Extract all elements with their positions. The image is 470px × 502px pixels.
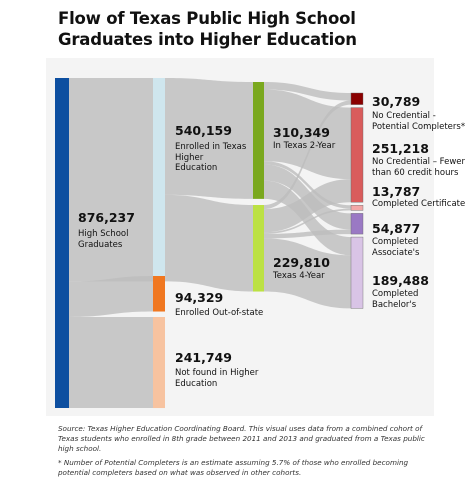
sankey-nodes <box>55 78 364 409</box>
sankey-node-certificate <box>350 205 364 211</box>
node-label-two-year: In Texas 2-Year <box>273 141 336 151</box>
node-value-enrolled-tx: 540,159 <box>175 123 232 138</box>
node-value-associates: 54,877 <box>372 221 421 236</box>
node-label-not-found: Not found in Higher Education <box>175 368 259 389</box>
sankey-node-potential <box>350 92 364 105</box>
footnote-asterisk: * Number of Potential Completers is an e… <box>58 458 409 477</box>
chart-title: Flow of Texas Public High School Graduat… <box>58 9 357 49</box>
node-label-enrolled-tx: Enrolled in Texas Higher Education <box>175 142 247 173</box>
sankey-link-four_year-certificate <box>264 208 351 234</box>
sankey-link-four_year-no_cred <box>264 179 351 233</box>
node-label-bachelors: Completed Bachelor's <box>372 289 419 310</box>
node-label-four-year: Texas 4-Year <box>273 271 325 281</box>
node-label-potential: No Credential - Potential Completers* <box>372 111 466 132</box>
node-value-two-year: 310,349 <box>273 125 330 140</box>
node-label-hs: High School Graduates <box>78 229 129 250</box>
node-value-potential: 30,789 <box>372 94 421 109</box>
sankey-node-no_cred <box>350 107 364 203</box>
node-value-not-found: 241,749 <box>175 350 232 365</box>
node-value-certificate: 13,787 <box>372 184 421 199</box>
node-label-associates: Completed Associate's <box>372 237 420 258</box>
node-label-no-cred: No Credential – Fewer than 60 credit hou… <box>372 157 465 178</box>
sankey-node-enrolled_tx <box>153 78 165 282</box>
sankey-link-two_year-bachelors <box>264 180 351 256</box>
sankey-node-associates <box>350 213 364 235</box>
source-note: Source: Texas Higher Education Coordinat… <box>58 424 425 453</box>
sankey-link-hs-not_found <box>69 316 153 409</box>
sankey-link-four_year-potential <box>264 100 351 210</box>
sankey-link-four_year-bachelors <box>264 238 351 309</box>
sankey-link-hs-enrolled_tx <box>69 78 153 282</box>
node-value-bachelors: 189,488 <box>372 273 429 288</box>
node-label-certificate: Completed Certificate <box>372 199 466 209</box>
sankey-node-hs <box>55 78 69 408</box>
sankey-link-four_year-associates <box>264 229 351 239</box>
node-value-hs: 876,237 <box>78 210 135 225</box>
sankey-node-two_year <box>253 82 264 199</box>
sankey-link-two_year-certificate <box>264 161 351 209</box>
node-value-four-year: 229,810 <box>273 255 330 270</box>
sankey-link-two_year-potential <box>264 82 351 101</box>
sankey-links <box>69 78 351 409</box>
sankey-link-enrolled_tx-four_year <box>165 194 253 292</box>
sankey-node-four_year <box>253 205 264 292</box>
node-value-no-cred: 251,218 <box>372 141 429 156</box>
sankey-link-hs-out_of_state <box>69 276 153 317</box>
node-value-out-of-state: 94,329 <box>175 290 224 305</box>
node-label-out-of-state: Enrolled Out-of-state <box>175 308 264 318</box>
sankey-link-enrolled_tx-two_year <box>165 78 253 199</box>
sankey-node-out_of_state <box>153 276 165 312</box>
sankey-node-bachelors <box>350 236 364 309</box>
sankey-node-not_found <box>153 317 165 409</box>
